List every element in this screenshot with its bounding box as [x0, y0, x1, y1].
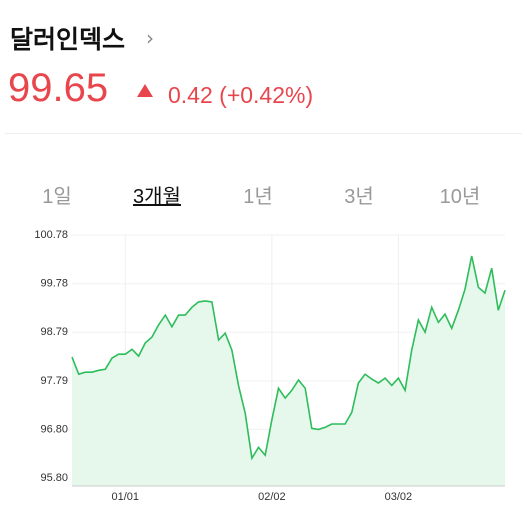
change-value: 0.42 [168, 82, 213, 108]
area-fill [72, 256, 505, 486]
price: 99.65 [8, 66, 109, 110]
change: 0.42 (+0.42%) [168, 82, 313, 109]
tab[interactable]: 10년 [439, 186, 481, 208]
line [71, 255, 506, 461]
title[interactable]: 달러인덱스 [10, 25, 126, 54]
x-tick-label: 01/01 [112, 491, 140, 503]
divider [5, 133, 522, 134]
y-tick-label: 97.79 [40, 375, 68, 387]
chevron[interactable]: › [146, 26, 154, 50]
x-tick-label: 02/02 [258, 491, 286, 503]
tab[interactable]: 1년 [243, 186, 273, 208]
change-pct: (+0.42%) [219, 82, 314, 108]
tab[interactable]: 1일 [42, 186, 72, 208]
up-arrow [137, 84, 153, 97]
y-tick-label: 98.79 [40, 326, 68, 338]
tab[interactable]: 3년 [344, 186, 374, 208]
y-tick-label: 96.80 [40, 423, 68, 435]
y-tick-label: 100.78 [34, 229, 68, 241]
y-tick-label: 95.80 [40, 472, 68, 484]
tab[interactable]: 3개월 [133, 186, 181, 208]
y-tick-label: 99.78 [40, 278, 68, 290]
x-tick-label: 03/02 [385, 491, 413, 503]
